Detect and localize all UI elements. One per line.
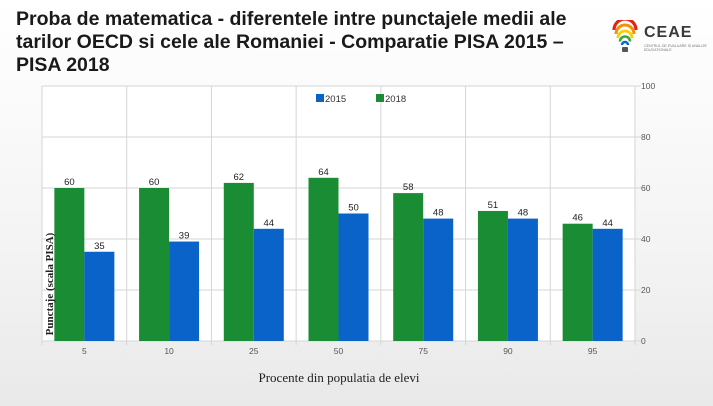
x-tick-label: 95 — [588, 346, 598, 356]
data-label-2015-25: 44 — [263, 218, 274, 229]
data-label-2018-5: 60 — [64, 177, 75, 188]
legend-label-2015: 2015 — [325, 94, 346, 105]
bar-2015-10 — [169, 241, 200, 341]
legend-swatch-2015 — [316, 94, 324, 102]
data-label-2015-90: 48 — [518, 208, 529, 219]
bar-2018-10 — [139, 188, 170, 341]
chart-title: Proba de matematica - diferentele intre … — [16, 8, 567, 76]
bar-2018-50 — [308, 177, 339, 341]
y-tick-label: 60 — [641, 183, 651, 193]
x-tick-label: 50 — [334, 346, 344, 356]
data-label-2018-75: 58 — [403, 182, 414, 193]
data-label-2018-10: 60 — [149, 177, 160, 188]
x-tick-label: 75 — [418, 346, 428, 356]
data-label-2015-75: 48 — [433, 208, 444, 219]
bar-2015-25 — [253, 228, 284, 341]
bar-2015-95 — [592, 228, 623, 341]
x-axis-label: Procente din populatia de elevi — [258, 370, 419, 385]
x-tick-label: 5 — [82, 346, 87, 356]
logo-wordmark: CEAE — [644, 24, 693, 41]
data-label-2018-90: 51 — [488, 200, 499, 211]
data-label-2018-95: 46 — [572, 213, 583, 224]
bar-2018-75 — [393, 193, 424, 341]
data-label-2015-95: 44 — [602, 218, 613, 229]
y-axis-label: Punctaje (scala PISA) — [44, 232, 56, 335]
bar-2018-90 — [477, 210, 508, 341]
data-label-2015-50: 50 — [348, 203, 359, 214]
bar-2018-95 — [562, 223, 593, 341]
y-tick-label: 80 — [641, 132, 651, 142]
data-label-2018-25: 62 — [233, 172, 244, 183]
bar-2018-5 — [54, 188, 85, 341]
bar-2015-5 — [84, 251, 115, 341]
x-tick-label: 90 — [503, 346, 513, 356]
legend-swatch-2018 — [376, 94, 384, 102]
data-label-2015-10: 39 — [179, 231, 190, 242]
lightbulb-icon — [612, 20, 638, 52]
y-tick-label: 40 — [641, 234, 651, 244]
logo-subtitle: Centrul de Evaluare si Analize Education… — [644, 44, 707, 53]
bar-2015-90 — [507, 218, 538, 341]
x-tick-label: 25 — [249, 346, 259, 356]
bar-2015-75 — [423, 218, 454, 341]
bar-2015-50 — [338, 213, 369, 341]
data-label-2015-5: 35 — [94, 241, 105, 252]
bar-2018-25 — [223, 182, 254, 341]
x-tick-label: 10 — [164, 346, 174, 356]
data-label-2018-50: 64 — [318, 167, 329, 178]
ceae-logo: CEAE Centrul de Evaluare si Analize Educ… — [610, 20, 710, 60]
y-tick-label: 20 — [641, 285, 651, 295]
y-tick-label: 0 — [641, 336, 646, 346]
legend-label-2018: 2018 — [385, 94, 406, 105]
y-tick-label: 100 — [641, 81, 655, 91]
